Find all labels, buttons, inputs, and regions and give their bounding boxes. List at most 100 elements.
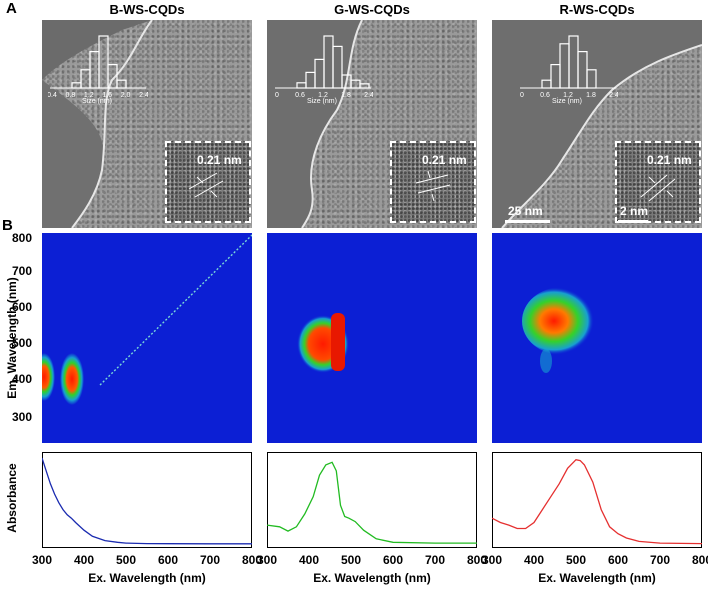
ex-tick-label: 400 xyxy=(73,553,95,567)
pl-map-b xyxy=(42,233,252,443)
column-title-r: R-WS-CQDs xyxy=(559,2,635,17)
ex-tick-label: 300 xyxy=(481,553,503,567)
absorbance-axis-label: Absorbance xyxy=(5,463,19,533)
pl-peak-b-1 xyxy=(42,353,55,401)
ex-tick-label: 800 xyxy=(466,553,488,567)
lattice-fringe-lines-g xyxy=(415,170,451,202)
ex-tick-label: 500 xyxy=(565,553,587,567)
absorbance-series-g xyxy=(267,461,477,544)
histogram-tick-label: 2.0 xyxy=(121,92,131,99)
column-title-g: G-WS-CQDs xyxy=(334,2,410,17)
ex-tick-label: 800 xyxy=(241,553,263,567)
histogram-bar xyxy=(559,43,570,89)
histogram-bar xyxy=(314,58,325,89)
histogram-tick-label: 2.4 xyxy=(609,92,618,99)
lattice-spacing-label-b: 0.21 nm xyxy=(197,153,242,167)
histogram-tick-label: 1.2 xyxy=(563,92,573,99)
tem-image-b: 0.4 0.8 1.2 1.6 2.0 2.4 Size (nm) 0.21 nm xyxy=(42,20,252,228)
pl-peak-r xyxy=(522,287,602,355)
tem-background-r xyxy=(492,20,702,228)
histogram-bar xyxy=(71,82,82,89)
ex-tick-label: 600 xyxy=(157,553,179,567)
ex-axis-label-g: Ex. Wavelength (nm) xyxy=(313,571,431,585)
pl-map-g-svg xyxy=(297,313,349,373)
histogram-bar xyxy=(541,79,552,89)
histogram-tick-label: 1.8 xyxy=(341,92,351,99)
ex-tick-label: 400 xyxy=(523,553,545,567)
ex-tick-label: 700 xyxy=(649,553,671,567)
pl-map-r-svg xyxy=(522,287,602,373)
histogram-bar xyxy=(341,74,352,89)
histogram-bar xyxy=(359,83,370,89)
histogram-bar xyxy=(305,71,316,89)
histogram-bar xyxy=(323,35,334,89)
histogram-bar xyxy=(98,35,109,89)
column-title-b: B-WS-CQDs xyxy=(109,2,185,17)
tem-background-g xyxy=(267,20,363,228)
absorbance-frame-r xyxy=(492,452,702,548)
histogram-bar xyxy=(296,82,307,89)
ex-tick-label: 800 xyxy=(691,553,708,567)
histogram-tick-label: 1.2 xyxy=(84,92,94,99)
ex-tick-label: 600 xyxy=(607,553,629,567)
histogram-bar xyxy=(107,63,118,89)
size-histogram-r: 0 0.6 1.2 1.8 2.4 xyxy=(520,35,618,99)
histogram-xlabel-b: Size (nm) xyxy=(82,98,112,105)
ex-tick-label: 300 xyxy=(256,553,278,567)
absorbance-chart-r xyxy=(492,452,702,548)
pl-map-r xyxy=(492,233,702,443)
histogram-bar xyxy=(550,63,561,89)
absorbance-frame-b xyxy=(42,452,252,548)
ex-tick-label: 500 xyxy=(115,553,137,567)
histogram-bar xyxy=(577,51,588,89)
em-tick-600: 600 xyxy=(12,300,33,314)
histogram-tick-label: 0.8 xyxy=(66,92,76,99)
histogram-bar xyxy=(80,69,91,89)
histogram-tick-label: 0 xyxy=(275,92,279,99)
tem-background-b xyxy=(42,20,153,228)
hrtem-inset-g: 0.21 nm xyxy=(390,141,476,223)
scale-bar-label-2nm: 2 nm xyxy=(620,204,649,218)
hrtem-inset-b: 0.21 nm xyxy=(165,141,251,223)
ex-tick-label: 600 xyxy=(382,553,404,567)
ex-axis-label-b: Ex. Wavelength (nm) xyxy=(88,571,206,585)
histogram-bar xyxy=(89,51,100,89)
histogram-bar xyxy=(350,79,361,89)
histogram-bar xyxy=(586,69,597,89)
histogram-xlabel-g: Size (nm) xyxy=(307,98,337,105)
histogram-tick-label: 0 xyxy=(520,92,524,99)
histogram-tick-label: 2.4 xyxy=(139,92,148,99)
hrtem-inset-r: 0.21 nm xyxy=(615,141,701,223)
histogram-tick-label: 1.6 xyxy=(102,92,112,99)
scale-bar-label-25nm: 25 nm xyxy=(508,204,543,218)
em-tick-500: 500 xyxy=(12,336,33,350)
absorbance-chart-b xyxy=(42,452,252,548)
size-histogram-b: 0.4 0.8 1.2 1.6 2.0 2.4 xyxy=(48,35,148,99)
absorbance-chart-g xyxy=(267,452,477,548)
absorbance-series-r xyxy=(492,458,702,545)
histogram-tick-label: 1.8 xyxy=(586,92,596,99)
pl-peak-r-tail xyxy=(540,349,552,373)
ex-axis-label-r: Ex. Wavelength (nm) xyxy=(538,571,656,585)
histogram-tick-label: 0.6 xyxy=(540,92,550,99)
absorbance-frame-g xyxy=(267,452,477,548)
histogram-tick-label: 0.6 xyxy=(295,92,305,99)
tem-image-r: 0 0.6 1.2 1.8 2.4 Size (nm) 0.21 nm xyxy=(492,20,702,228)
ex-tick-label: 700 xyxy=(424,553,446,567)
rayleigh-scatter-line xyxy=(99,234,252,386)
ex-tick-label: 300 xyxy=(31,553,53,567)
ex-tick-label: 400 xyxy=(298,553,320,567)
pl-map-g xyxy=(267,233,477,443)
em-tick-400: 400 xyxy=(12,372,33,386)
histogram-bar xyxy=(332,45,343,89)
panel-label-b: B xyxy=(2,217,13,234)
histogram-bar xyxy=(116,79,127,89)
panel-label-a: A xyxy=(6,0,17,17)
absorbance-series-b xyxy=(42,457,252,545)
ex-tick-label: 500 xyxy=(340,553,362,567)
histogram-tick-label: 0.4 xyxy=(48,92,57,99)
pl-peak-g-ridge xyxy=(331,313,345,371)
lattice-fringe-lines-r xyxy=(640,174,676,202)
histogram-bar xyxy=(568,35,579,89)
histogram-tick-label: 2.4 xyxy=(364,92,373,99)
